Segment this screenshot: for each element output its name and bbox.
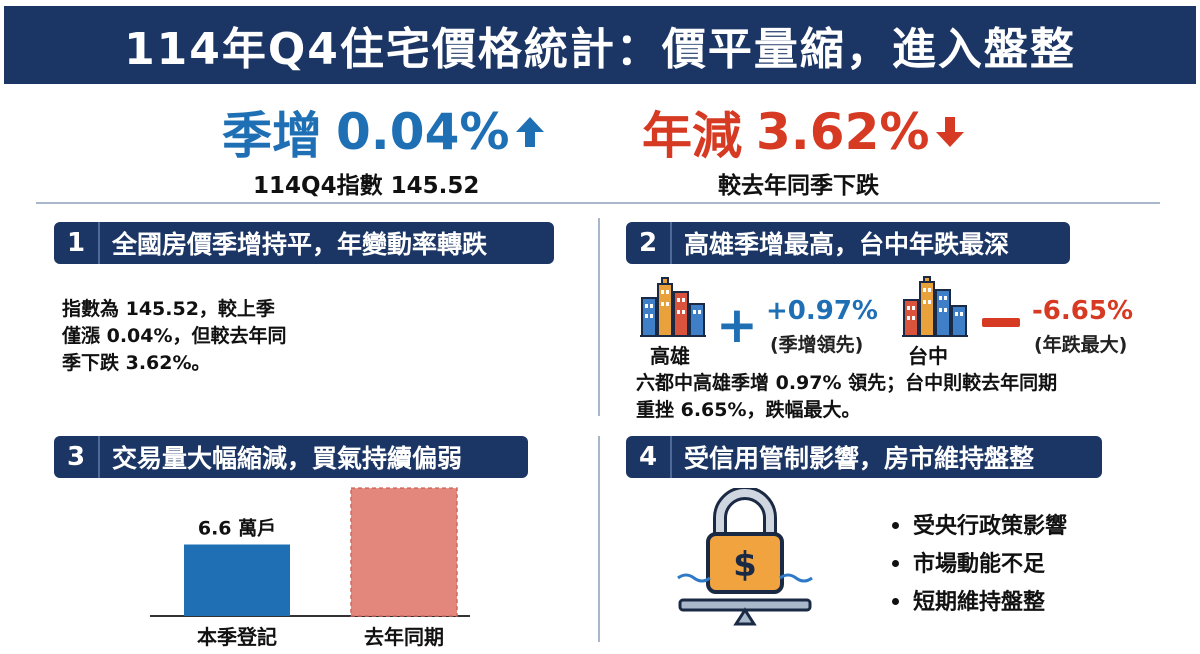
kpi-qoq-value: 0.04% bbox=[336, 103, 510, 161]
arrow-up-icon bbox=[516, 117, 545, 147]
section-2-body: 六都中高雄季增 0.97% 領先；台中則較去年同期 重挫 6.65%，跌幅最大。 bbox=[636, 370, 1057, 424]
city-name-kaohsiung: 高雄 bbox=[650, 344, 690, 368]
list-item: 短期維持盤整 bbox=[892, 584, 1067, 622]
city-note-kaohsiung: (季增領先) bbox=[770, 334, 864, 356]
city-name-taichung: 台中 bbox=[908, 344, 948, 368]
section-3-title: 交易量大幅縮減，買氣持續偏弱 bbox=[112, 444, 463, 473]
vertical-divider-top bbox=[598, 218, 600, 416]
section-1-title: 全國房價季增持平，年變動率轉跌 bbox=[112, 230, 488, 259]
section-4-number: 4 bbox=[626, 436, 672, 478]
section-1-line: 僅漲 0.04%，但較去年同 bbox=[62, 325, 287, 347]
kpi-yoy-value: 3.62% bbox=[756, 103, 930, 161]
city-note-taichung: (年跌最大) bbox=[1034, 334, 1128, 356]
section-1-body: 指數為 145.52，較上季 僅漲 0.04%，但較去年同 季下跌 3.62%。 bbox=[62, 296, 287, 377]
city-value-taichung: -6.65% bbox=[1032, 296, 1133, 326]
kpi-qoq-subtitle: 114Q4指數 145.52 bbox=[253, 173, 480, 199]
section-1-heading: 1 全國房價季增持平，年變動率轉跌 bbox=[54, 222, 554, 264]
section-2-line: 六都中高雄季增 0.97% 領先；台中則較去年同期 bbox=[636, 372, 1058, 394]
chart-category-label: 去年同期 bbox=[364, 625, 444, 649]
section-1-line: 季下跌 3.62%。 bbox=[62, 352, 211, 374]
title-banner: 114年Q4住宅價格統計：價平量縮，進入盤整 bbox=[4, 6, 1196, 84]
city-buildings-icon bbox=[640, 277, 706, 337]
section-4-bullets: 受央行政策影響 市場動能不足 短期維持盤整 bbox=[892, 508, 1067, 622]
section-2-number: 2 bbox=[626, 222, 672, 264]
section-3-number: 3 bbox=[54, 436, 100, 478]
section-1-line: 指數為 145.52，較上季 bbox=[62, 298, 275, 320]
section-4-title: 受信用管制影響，房市維持盤整 bbox=[684, 444, 1035, 473]
svg-text:$: $ bbox=[733, 545, 757, 585]
padlock-balance-icon: $ bbox=[677, 488, 813, 626]
chart-category-label: 本季登記 bbox=[197, 625, 277, 649]
list-item: 市場動能不足 bbox=[892, 546, 1067, 584]
horizontal-divider bbox=[36, 202, 1160, 204]
section-3-heading: 3 交易量大幅縮減，買氣持續偏弱 bbox=[54, 436, 528, 478]
kpi-yoy-label: 年減 bbox=[642, 107, 742, 165]
arrow-down-icon bbox=[936, 117, 965, 147]
chart-data-label: 6.6 萬戶 bbox=[198, 517, 276, 540]
section-2-line: 重挫 6.65%，跌幅最大。 bbox=[636, 399, 861, 421]
chart-bar bbox=[184, 544, 290, 616]
chart-bar bbox=[350, 487, 458, 617]
city-value-kaohsiung: +0.97% bbox=[766, 296, 878, 326]
kpi-qoq-label: 季增 bbox=[222, 107, 322, 165]
section-2-heading: 2 高雄季增最高，台中年跌最深 bbox=[626, 222, 1070, 264]
list-item: 受央行政策影響 bbox=[892, 508, 1067, 546]
kpi-qoq: 季增 0.04% bbox=[222, 96, 545, 168]
plus-icon: + bbox=[716, 296, 758, 354]
city-buildings-icon bbox=[902, 276, 968, 337]
kpi-yoy-subtitle: 較去年同季下跌 bbox=[718, 173, 879, 199]
section-4-heading: 4 受信用管制影響，房市維持盤整 bbox=[626, 436, 1102, 478]
kpi-yoy: 年減 3.62% bbox=[642, 96, 965, 168]
page-title: 114年Q4住宅價格統計：價平量縮，進入盤整 bbox=[124, 24, 1076, 75]
minus-icon bbox=[982, 318, 1020, 327]
section-1-number: 1 bbox=[54, 222, 100, 264]
vertical-divider-bottom bbox=[598, 436, 600, 642]
section-2-title: 高雄季增最高，台中年跌最深 bbox=[684, 230, 1010, 259]
